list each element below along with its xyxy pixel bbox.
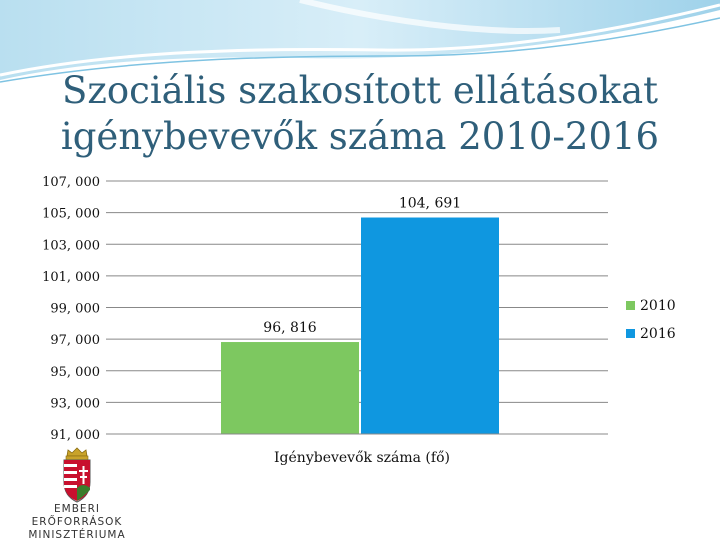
legend-label-2016: 2016 <box>640 326 676 342</box>
legend-label-2010: 2010 <box>640 298 676 314</box>
y-tick-label: 99, 000 <box>50 302 100 317</box>
data-label-2010: 96, 816 <box>263 320 317 336</box>
data-label-2016: 104, 691 <box>399 196 461 212</box>
y-tick-label: 97, 000 <box>50 333 100 348</box>
data-labels: 96, 816 104, 691 <box>263 196 461 337</box>
legend-swatch-2016 <box>626 329 635 338</box>
bar-2010 <box>221 342 359 434</box>
ministry-name-line-1: Emberi Erőforrások <box>31 503 123 528</box>
hungarian-coat-of-arms-icon <box>63 447 91 503</box>
legend-swatch-2010 <box>626 301 635 310</box>
y-tick-label: 107, 000 <box>42 175 100 190</box>
y-tick-label: 93, 000 <box>50 396 100 411</box>
y-tick-label: 91, 000 <box>50 428 100 443</box>
y-tick-label: 95, 000 <box>50 365 100 380</box>
y-axis-tick-labels: 107, 000 105, 000 103, 000 101, 000 99, 000 9… <box>42 175 100 443</box>
slide-title: Szociális szakosított ellátásokat igényb… <box>60 69 660 158</box>
y-tick-label: 105, 000 <box>42 207 100 222</box>
ministry-name-line-2: Minisztériuma <box>28 529 126 541</box>
bars <box>221 217 499 434</box>
header-swoosh-decoration <box>0 0 720 83</box>
y-tick-label: 101, 000 <box>42 270 100 285</box>
legend: 2010 2016 <box>626 298 676 342</box>
y-tick-label: 103, 000 <box>42 238 100 253</box>
ministry-name: Emberi Erőforrások Minisztériuma <box>10 503 144 542</box>
ministry-logo <box>63 447 91 503</box>
x-category-label: Igénybevevők száma (fő) <box>274 450 450 466</box>
bar-2016 <box>361 217 499 434</box>
